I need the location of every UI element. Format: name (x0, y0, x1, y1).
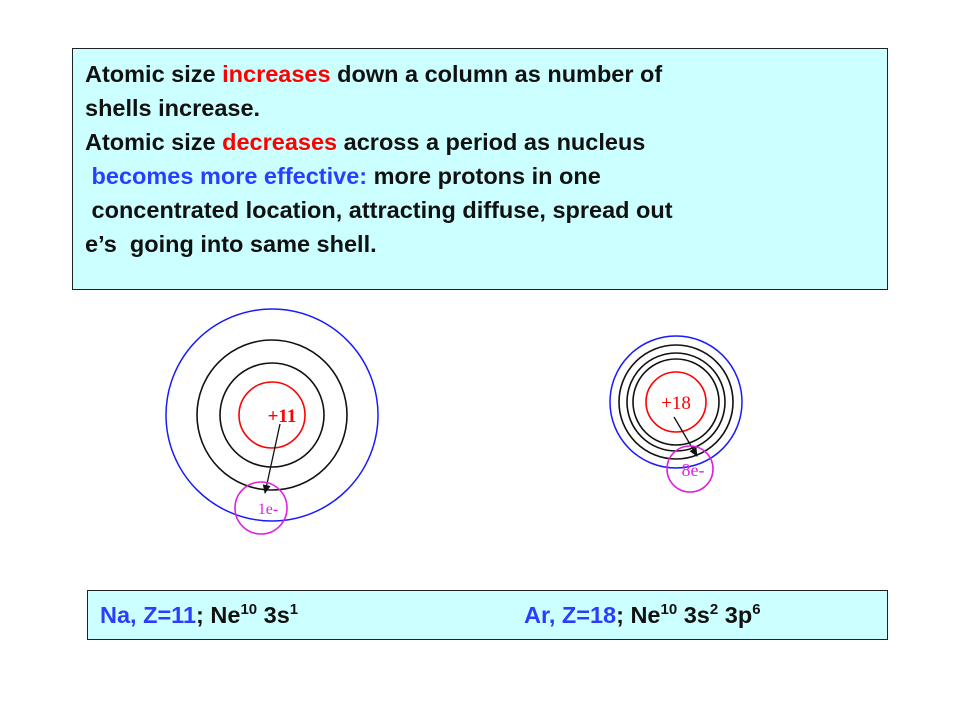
sodium-electron-label: 1e- (258, 501, 278, 518)
sodium-nucleus (238, 381, 306, 449)
argon-electron-group (666, 445, 714, 493)
argon-configuration: Ar, Z=18; Ne10 3s2 3p6 (524, 601, 761, 628)
argon-nucleus-label: +18 (661, 393, 691, 414)
argon-shell-1 (632, 358, 720, 446)
decreases-highlight: decreases (222, 129, 338, 155)
argon-shell-3 (618, 344, 734, 460)
argon-element: Ar, Z=18 (524, 602, 617, 628)
summary-line-3: Atomic size decreases across a period as… (85, 129, 646, 155)
sodium-electron-group (234, 481, 288, 535)
increases-highlight: increases (222, 61, 331, 87)
argon-nucleus (645, 371, 707, 433)
sodium-configuration: Na, Z=11; Ne10 3s1 (100, 601, 299, 628)
summary-line-6: e’s going into same shell. (85, 231, 377, 257)
argon-arrow (673, 416, 698, 457)
summary-line-2: shells increase. (85, 95, 261, 121)
sodium-nucleus-label: +11 (268, 406, 297, 427)
summary-box: Atomic size increases down a column as n… (72, 48, 888, 290)
argon-outer-shell (609, 335, 743, 469)
argon-atom: +18 8e- (609, 335, 743, 493)
sodium-shell-2 (196, 339, 348, 491)
effective-highlight: becomes more effective: (85, 163, 368, 189)
argon-electron-label: 8e- (682, 460, 705, 480)
configuration-box: Na, Z=11; Ne10 3s1 Ar, Z=18; Ne10 3s2 3p… (87, 590, 888, 640)
sodium-arrow (262, 423, 281, 494)
sodium-atom: +11 1e- (165, 308, 379, 535)
sodium-shell-1 (219, 362, 325, 468)
summary-line-5: concentrated location, attracting diffus… (85, 197, 673, 223)
sodium-element: Na, Z=11 (100, 602, 197, 628)
summary-line-1: Atomic size increases down a column as n… (85, 61, 663, 87)
sodium-outer-shell (165, 308, 379, 522)
summary-line-4: becomes more effective: more protons in … (85, 163, 601, 189)
